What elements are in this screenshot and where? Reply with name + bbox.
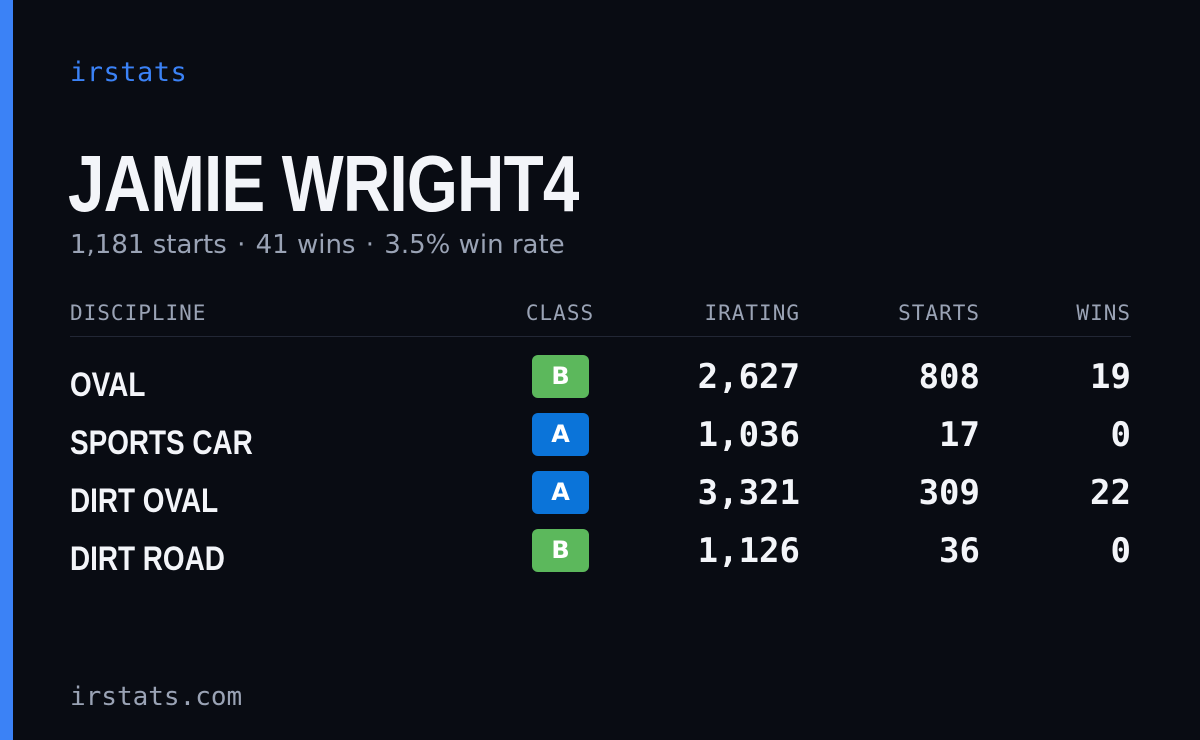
driver-name: JAMIE WRIGHT4 — [68, 139, 579, 228]
brand-logo[interactable]: irstats — [70, 57, 188, 88]
header-irating: IRATING — [704, 301, 800, 325]
wins-value: 0 — [1110, 415, 1131, 455]
class-badge: B — [532, 355, 589, 398]
table-body: OVAL B 2,627 808 19 SPORTS CAR A 1,036 1… — [70, 337, 1131, 585]
class-badge: A — [532, 413, 589, 456]
header-discipline: DISCIPLINE — [70, 301, 207, 325]
table-row: DIRT OVAL A 3,321 309 22 — [70, 469, 1131, 527]
header-wins: WINS — [1076, 301, 1131, 325]
irating-value: 3,321 — [697, 473, 800, 513]
starts-value: 309 — [918, 473, 980, 513]
table-row: SPORTS CAR A 1,036 17 0 — [70, 411, 1131, 469]
class-badge: B — [532, 529, 589, 572]
summary-wins: 41 wins — [255, 230, 356, 260]
discipline-name: DIRT ROAD — [70, 540, 225, 578]
irating-value: 1,126 — [697, 531, 800, 571]
table-header: DISCIPLINE CLASS IRATING STARTS WINS — [70, 296, 1131, 337]
wins-value: 22 — [1090, 473, 1131, 513]
summary-win-rate: 3.5% win rate — [384, 230, 565, 260]
summary-separator: · — [237, 230, 246, 260]
starts-value: 36 — [939, 531, 980, 571]
irating-value: 2,627 — [697, 357, 800, 397]
driver-summary: 1,181 starts · 41 wins · 3.5% win rate — [70, 228, 565, 262]
discipline-name: SPORTS CAR — [70, 424, 253, 462]
table-row: OVAL B 2,627 808 19 — [70, 353, 1131, 411]
accent-bar — [0, 0, 13, 740]
summary-starts: 1,181 starts — [70, 230, 227, 260]
class-badge: A — [532, 471, 589, 514]
starts-value: 808 — [918, 357, 980, 397]
irating-value: 1,036 — [697, 415, 800, 455]
wins-value: 19 — [1090, 357, 1131, 397]
discipline-name: DIRT OVAL — [70, 482, 219, 520]
discipline-table: DISCIPLINE CLASS IRATING STARTS WINS OVA… — [70, 296, 1131, 585]
wins-value: 0 — [1110, 531, 1131, 571]
discipline-name: OVAL — [70, 366, 146, 404]
summary-separator: · — [365, 230, 375, 260]
starts-value: 17 — [939, 415, 980, 455]
table-row: DIRT ROAD B 1,126 36 0 — [70, 527, 1131, 585]
header-class: CLASS — [525, 301, 595, 325]
footer-url[interactable]: irstats.com — [70, 682, 243, 712]
header-starts: STARTS — [898, 301, 980, 325]
